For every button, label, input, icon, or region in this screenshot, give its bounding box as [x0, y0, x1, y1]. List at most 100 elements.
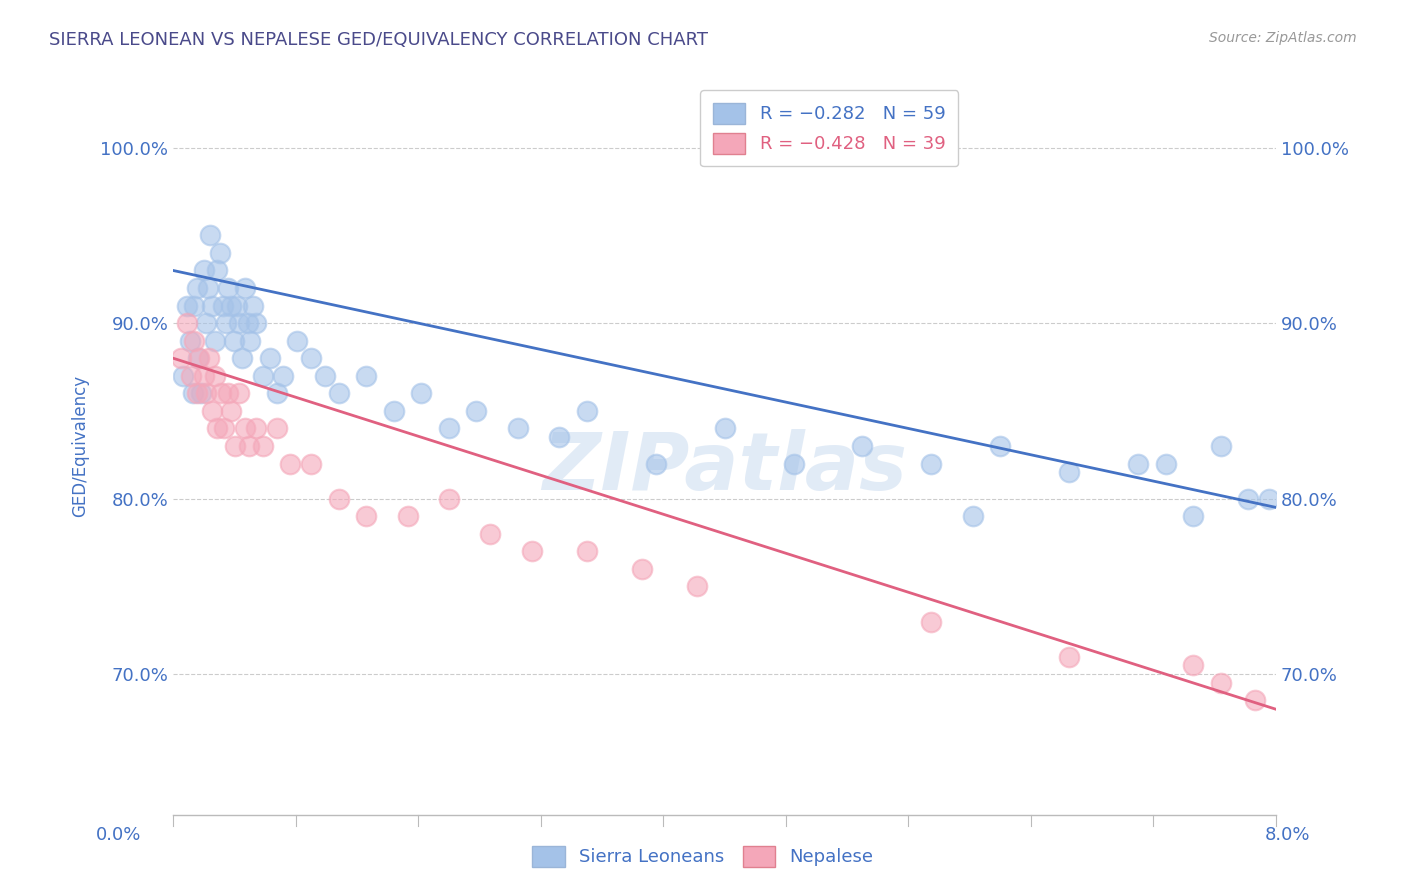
Point: [180, 368, 202, 383]
Point: [228, 386, 250, 401]
Point: [198, 351, 221, 366]
Point: [222, 334, 245, 348]
Point: [195, 386, 218, 401]
Point: [328, 491, 350, 506]
Point: [1154, 457, 1177, 471]
Point: [183, 299, 205, 313]
Point: [299, 351, 322, 366]
Point: [465, 404, 488, 418]
Point: [245, 421, 267, 435]
Point: [236, 316, 259, 330]
Point: [176, 316, 198, 330]
Point: [382, 404, 405, 418]
Point: [201, 299, 224, 313]
Legend: R = −0.282   N = 59, R = −0.428   N = 39: R = −0.282 N = 59, R = −0.428 N = 39: [700, 90, 957, 166]
Point: [1182, 658, 1205, 673]
Point: [200, 228, 222, 243]
Point: [211, 386, 233, 401]
Point: [988, 439, 1011, 453]
Point: [1244, 693, 1267, 707]
Point: [193, 263, 215, 277]
Point: [713, 421, 735, 435]
Point: [197, 281, 219, 295]
Point: [231, 351, 253, 366]
Point: [479, 526, 502, 541]
Point: [211, 299, 233, 313]
Point: [172, 368, 194, 383]
Point: [176, 299, 198, 313]
Point: [217, 281, 239, 295]
Legend: Sierra Leoneans, Nepalese: Sierra Leoneans, Nepalese: [526, 838, 880, 874]
Point: [962, 509, 984, 524]
Point: [190, 386, 212, 401]
Text: ZIPatlas: ZIPatlas: [543, 429, 907, 508]
Point: [204, 334, 226, 348]
Point: [207, 421, 229, 435]
Point: [548, 430, 571, 444]
Point: [239, 334, 262, 348]
Point: [782, 457, 804, 471]
Point: [242, 299, 264, 313]
Point: [195, 316, 218, 330]
Point: [186, 281, 208, 295]
Point: [1182, 509, 1205, 524]
Point: [1057, 466, 1080, 480]
Point: [520, 544, 543, 558]
Point: [214, 316, 236, 330]
Point: [207, 263, 229, 277]
Point: [201, 404, 224, 418]
Point: [186, 386, 208, 401]
Point: [575, 544, 598, 558]
Point: [219, 404, 242, 418]
Point: [219, 299, 242, 313]
Text: 0.0%: 0.0%: [96, 826, 141, 844]
Point: [328, 386, 350, 401]
Point: [354, 509, 377, 524]
Point: [437, 491, 460, 506]
Point: [238, 439, 260, 453]
Point: [920, 615, 942, 629]
Point: [644, 457, 666, 471]
Point: [285, 334, 308, 348]
Point: [188, 351, 211, 366]
Point: [252, 439, 274, 453]
Point: [1057, 649, 1080, 664]
Point: [217, 386, 239, 401]
Text: SIERRA LEONEAN VS NEPALESE GED/EQUIVALENCY CORRELATION CHART: SIERRA LEONEAN VS NEPALESE GED/EQUIVALEN…: [49, 31, 709, 49]
Point: [273, 368, 295, 383]
Point: [1237, 491, 1260, 506]
Point: [224, 439, 246, 453]
Text: 8.0%: 8.0%: [1265, 826, 1310, 844]
Point: [506, 421, 529, 435]
Point: [299, 457, 322, 471]
Point: [575, 404, 598, 418]
Point: [187, 351, 209, 366]
Point: [233, 281, 256, 295]
Point: [266, 386, 288, 401]
Text: Source: ZipAtlas.com: Source: ZipAtlas.com: [1209, 31, 1357, 45]
Point: [193, 368, 215, 383]
Point: [209, 246, 232, 260]
Point: [225, 299, 247, 313]
Point: [1126, 457, 1149, 471]
Point: [314, 368, 336, 383]
Point: [354, 368, 377, 383]
Y-axis label: GED/Equivalency: GED/Equivalency: [72, 375, 89, 517]
Point: [686, 579, 709, 593]
Point: [170, 351, 193, 366]
Point: [280, 457, 302, 471]
Point: [245, 316, 267, 330]
Point: [631, 562, 654, 576]
Point: [204, 368, 226, 383]
Point: [266, 421, 288, 435]
Point: [1209, 439, 1232, 453]
Point: [233, 421, 256, 435]
Point: [851, 439, 873, 453]
Point: [179, 334, 201, 348]
Point: [396, 509, 419, 524]
Point: [252, 368, 274, 383]
Point: [181, 386, 204, 401]
Point: [259, 351, 281, 366]
Point: [920, 457, 942, 471]
Point: [1209, 676, 1232, 690]
